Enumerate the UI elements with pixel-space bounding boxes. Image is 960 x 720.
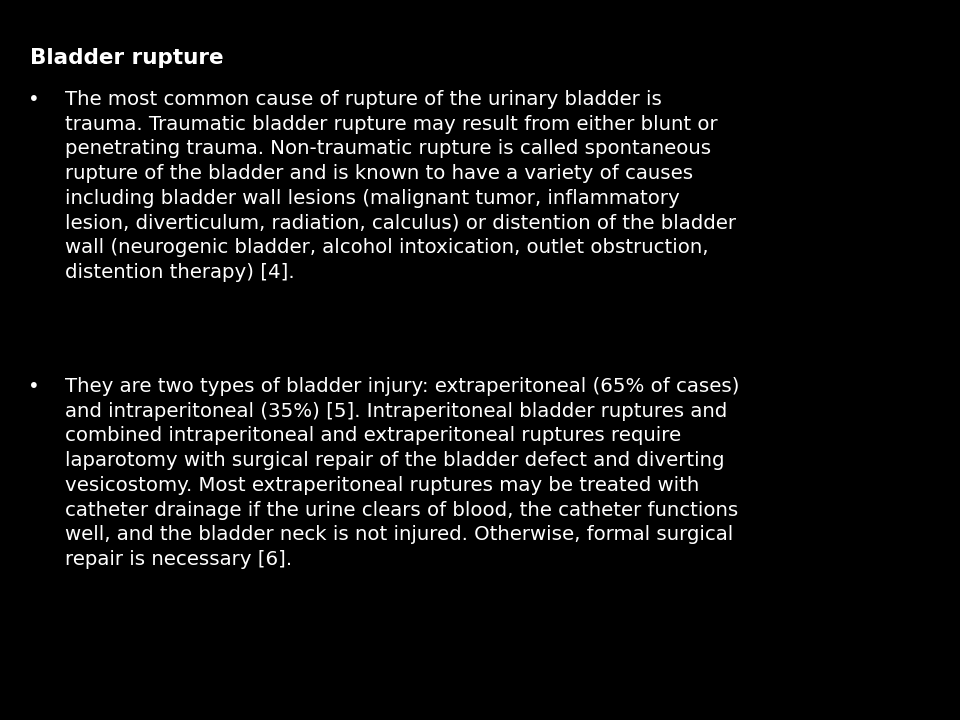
- Text: They are two types of bladder injury: extraperitoneal (65% of cases)
and intrape: They are two types of bladder injury: ex…: [65, 377, 739, 569]
- Text: •: •: [28, 377, 39, 396]
- Text: The most common cause of rupture of the urinary bladder is
trauma. Traumatic bla: The most common cause of rupture of the …: [65, 90, 736, 282]
- Text: •: •: [28, 90, 39, 109]
- Text: Bladder rupture: Bladder rupture: [30, 48, 224, 68]
